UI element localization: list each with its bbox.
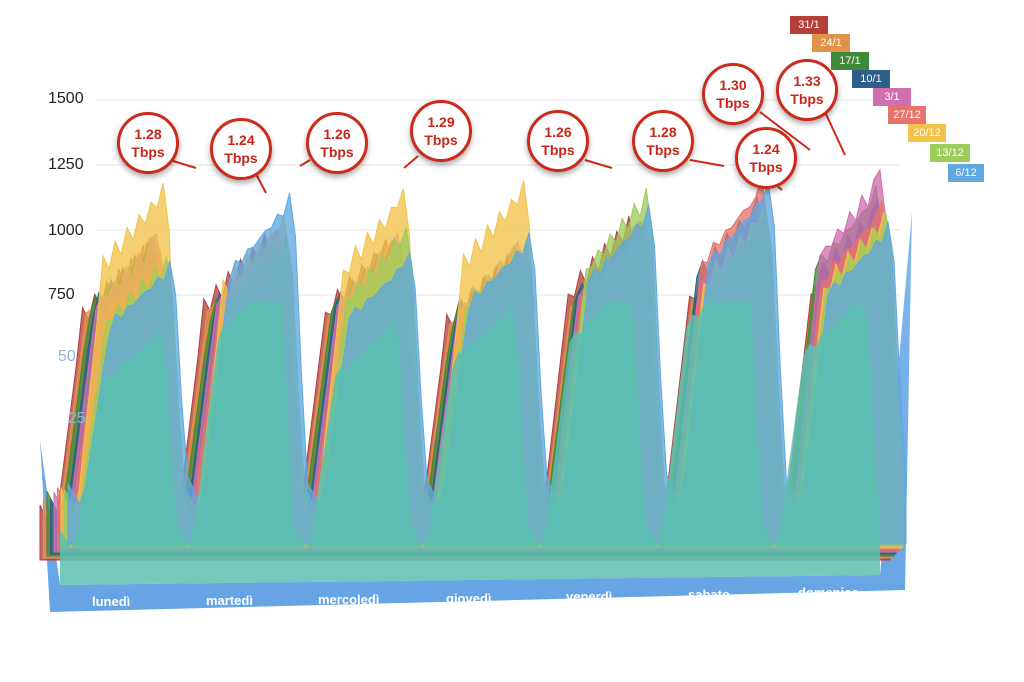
peak-value: 1.29 [427, 114, 455, 130]
callout-pointer [299, 159, 311, 167]
peak-value: 1.28 [649, 124, 677, 140]
x-tick-label: giovedì [446, 591, 492, 606]
peak-value: 1.24 [227, 132, 255, 148]
y-tick-label: 1250 [48, 156, 84, 173]
peak-callout: 1.24 Tbps [735, 127, 797, 189]
peak-value: 1.33 [793, 73, 821, 89]
peak-callout: 1.26 Tbps [527, 110, 589, 172]
peak-callout: 1.26 Tbps [306, 112, 368, 174]
callout-pointer [689, 159, 725, 167]
x-tick-label: mercoledì [318, 592, 380, 607]
x-tick-label: domenica [798, 585, 859, 600]
peak-callout: 1.30 Tbps [702, 63, 764, 125]
peak-unit: Tbps [716, 95, 750, 111]
peak-unit: Tbps [541, 142, 575, 158]
callout-pointer [759, 111, 811, 151]
peak-callout: 1.24 Tbps [210, 118, 272, 180]
legend-item: 20/12 [908, 124, 946, 142]
callout-pointer [824, 111, 846, 156]
peak-unit: Tbps [424, 132, 458, 148]
legend-item: 24/1 [812, 34, 850, 52]
peak-callout: 1.28 Tbps [117, 112, 179, 174]
y-tick-label: 50 [58, 348, 76, 365]
callout-pointer [584, 159, 613, 169]
area-series-front [60, 302, 880, 585]
y-tick-label: 25 [68, 410, 86, 427]
peak-callout: 1.28 Tbps [632, 110, 694, 172]
peak-unit: Tbps [224, 150, 258, 166]
peak-unit: Tbps [131, 144, 165, 160]
x-tick-label: martedì [206, 593, 253, 608]
callout-pointer [169, 159, 197, 169]
x-tick-label: lunedì [92, 594, 131, 609]
legend-item: 31/1 [790, 16, 828, 34]
legend-item: 27/12 [888, 106, 926, 124]
y-tick-label: 750 [48, 286, 75, 303]
peak-unit: Tbps [646, 142, 680, 158]
legend-item: 3/1 [873, 88, 911, 106]
y-tick-label: 1500 [48, 90, 84, 107]
peak-value: 1.26 [323, 126, 351, 142]
legend-item: 6/12 [948, 164, 984, 182]
peak-unit: Tbps [320, 144, 354, 160]
y-tick-label: 1000 [48, 222, 84, 239]
peak-value: 1.26 [544, 124, 572, 140]
peak-callout: 1.29 Tbps [410, 100, 472, 162]
x-tick-label: venerdì [566, 589, 613, 604]
peak-unit: Tbps [790, 91, 824, 107]
peak-unit: Tbps [749, 159, 783, 175]
peak-value: 1.30 [719, 77, 747, 93]
peak-value: 1.24 [752, 141, 780, 157]
x-tick-label: sabato [688, 587, 730, 602]
peak-value: 1.28 [134, 126, 162, 142]
callout-pointer [403, 155, 419, 169]
peak-callout: 1.33 Tbps [776, 59, 838, 121]
legend-item: 17/1 [831, 52, 869, 70]
legend-item: 10/1 [852, 70, 890, 88]
legend-item: 13/12 [930, 144, 970, 162]
